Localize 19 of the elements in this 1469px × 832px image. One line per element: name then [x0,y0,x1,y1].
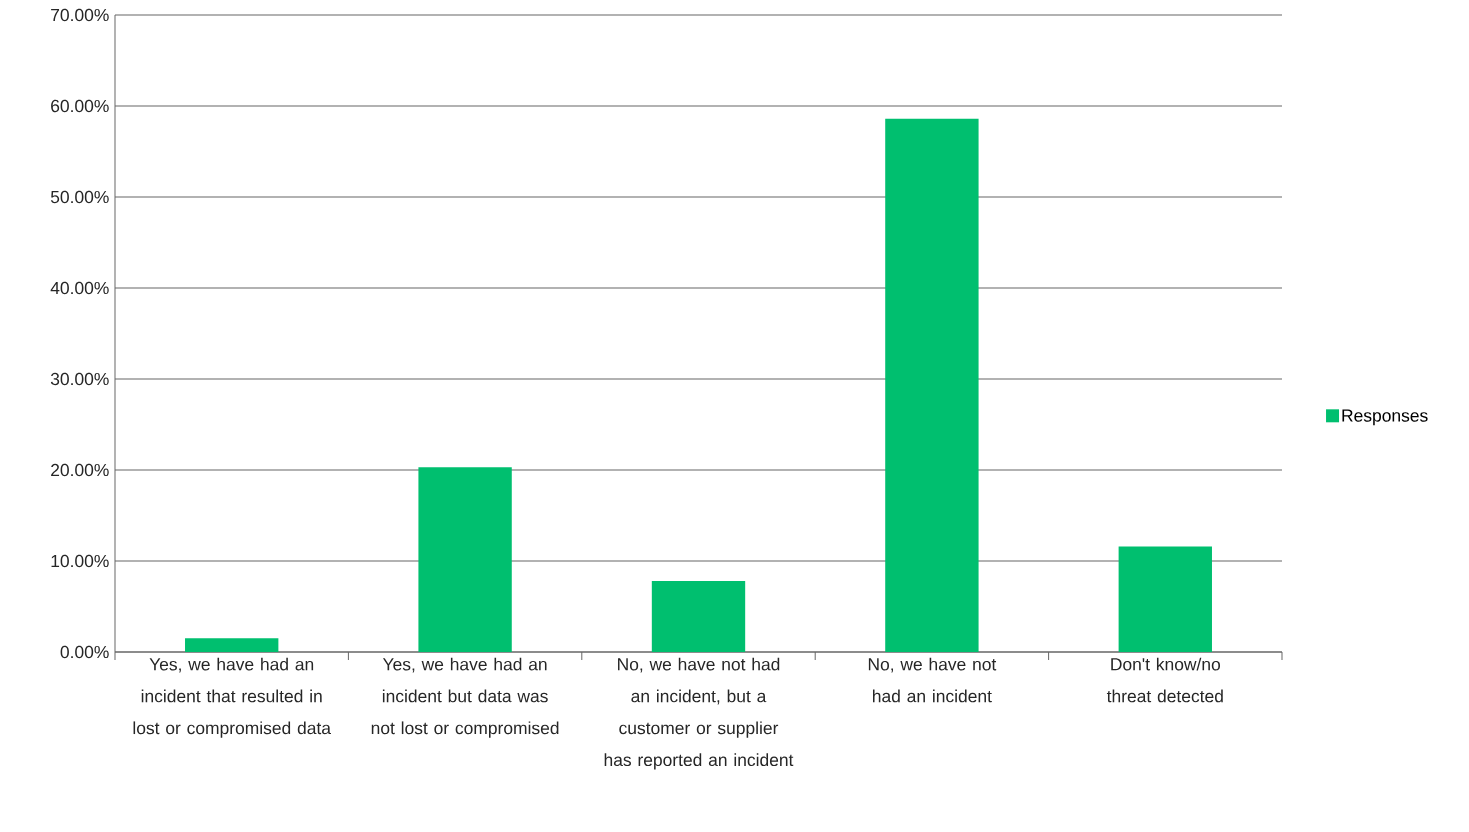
bar [418,467,512,652]
y-tick-label: 10.00% [51,554,109,568]
y-tick-label: 20.00% [51,463,109,477]
bar [1118,546,1212,652]
bar [651,581,746,652]
y-tick-label: 60.00% [51,99,109,113]
y-tick-label: 0.00% [60,645,109,659]
x-tick-label: Yes, we have had an incident that resulted in lost or compromised data [133,657,331,738]
x-tick-label: Don't know/no threat detected [1106,657,1223,703]
bar [185,638,279,652]
y-tick-label: 30.00% [50,372,109,386]
y-tick-label: 70.00% [51,8,109,22]
x-tick-label: No, we have not had an incident [868,657,997,703]
y-tick-label: 40.00% [50,281,109,295]
x-tick-label: Yes, we have had an incident but data was not lost or compromised [371,657,559,738]
bar [885,118,979,652]
legend-label: Responses [1342,409,1428,426]
y-tick-label: 50.00% [50,190,109,204]
x-tick-label: No, we have not had an incident, but a customer or supplier has reported an incident [604,657,794,770]
